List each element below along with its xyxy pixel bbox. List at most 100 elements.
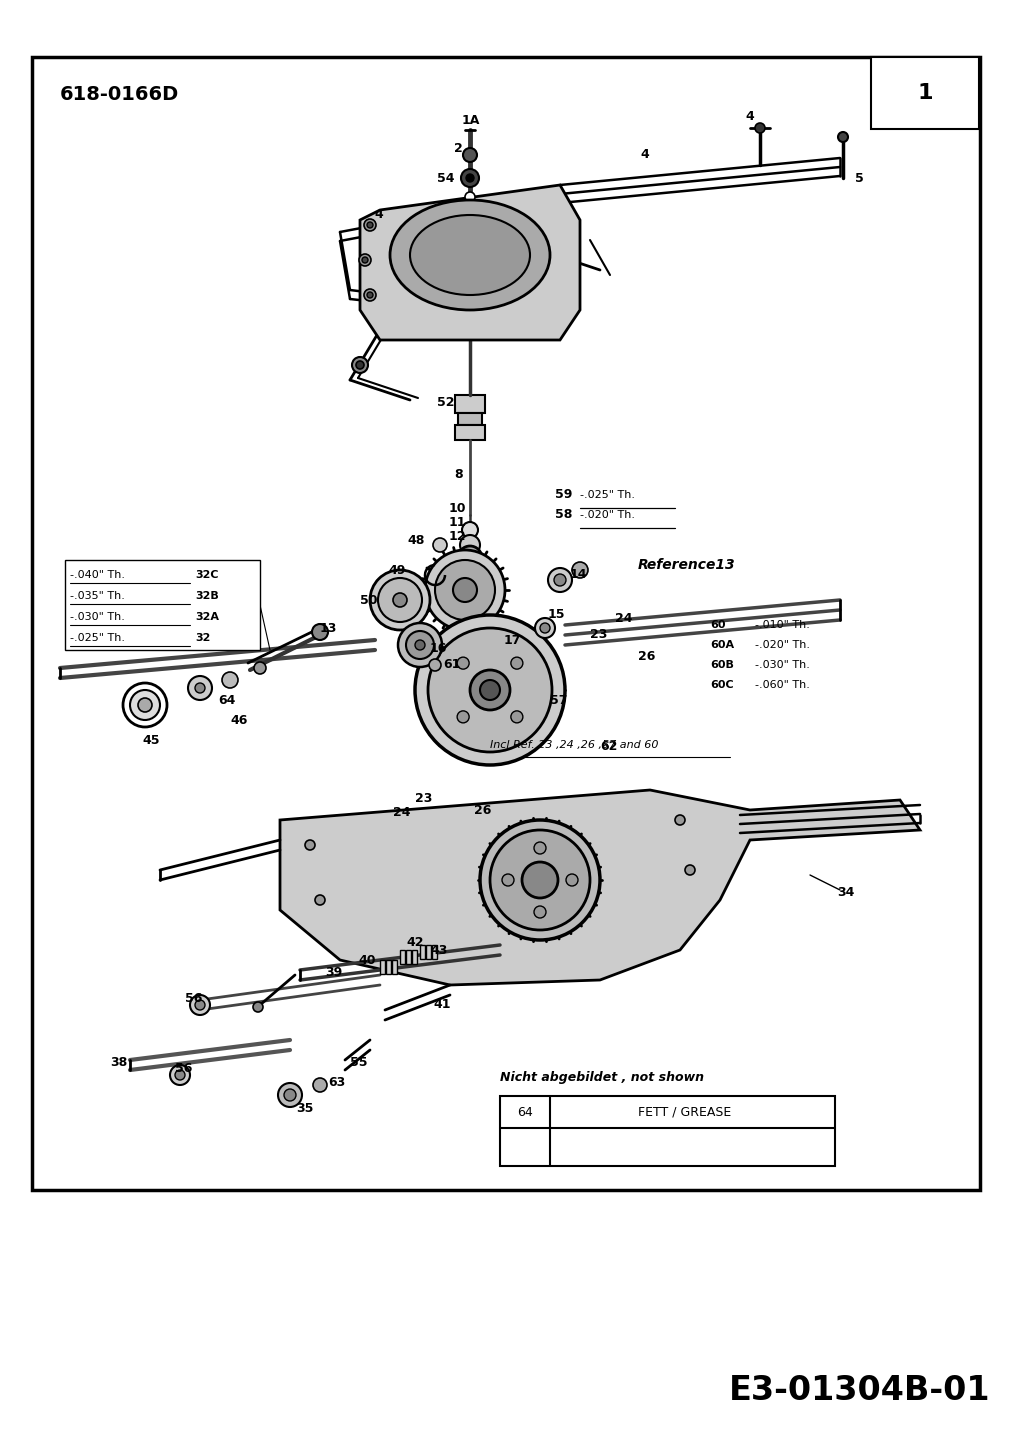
Circle shape: [370, 570, 430, 629]
Polygon shape: [280, 790, 920, 985]
Text: 41: 41: [433, 998, 451, 1011]
Text: 64: 64: [517, 1106, 533, 1119]
Circle shape: [548, 569, 572, 592]
Circle shape: [463, 148, 477, 162]
Bar: [432, 945, 437, 959]
Text: 60C: 60C: [710, 680, 734, 690]
Text: 17: 17: [504, 634, 521, 647]
Text: 24: 24: [393, 806, 411, 819]
Circle shape: [415, 640, 425, 650]
Text: 8: 8: [454, 469, 462, 482]
Text: 11: 11: [449, 515, 466, 528]
Text: -.040" Th.: -.040" Th.: [70, 570, 125, 580]
Text: 34: 34: [837, 887, 854, 900]
Circle shape: [572, 561, 588, 577]
Text: 46: 46: [230, 713, 248, 726]
Circle shape: [460, 535, 480, 556]
Circle shape: [511, 710, 523, 724]
Circle shape: [535, 618, 555, 638]
Bar: [392, 959, 397, 974]
Circle shape: [838, 132, 848, 142]
Circle shape: [367, 292, 373, 298]
Circle shape: [554, 574, 566, 586]
Polygon shape: [360, 185, 580, 340]
Bar: [455, 425, 485, 440]
Bar: [32, 56, 980, 1189]
Text: 64: 64: [218, 693, 235, 706]
Circle shape: [138, 697, 152, 712]
Ellipse shape: [390, 200, 550, 310]
Circle shape: [356, 360, 364, 369]
Text: 55: 55: [350, 1055, 367, 1068]
Bar: [406, 951, 411, 964]
Bar: [412, 951, 417, 964]
Text: 56: 56: [175, 1062, 192, 1075]
Circle shape: [393, 593, 407, 606]
Circle shape: [566, 874, 578, 886]
Text: 50: 50: [360, 593, 378, 606]
Bar: [499, 1095, 835, 1166]
Circle shape: [480, 820, 600, 941]
Text: -.025" Th.: -.025" Th.: [580, 491, 635, 501]
Text: FETT / GREASE: FETT / GREASE: [639, 1106, 732, 1119]
Text: 23: 23: [415, 792, 432, 805]
Text: 26: 26: [474, 803, 491, 816]
Circle shape: [490, 831, 590, 930]
Text: 618-0166D: 618-0166D: [60, 85, 180, 104]
Circle shape: [465, 192, 475, 203]
Circle shape: [429, 658, 441, 671]
Circle shape: [415, 615, 565, 765]
Circle shape: [352, 357, 368, 373]
Circle shape: [359, 255, 370, 266]
Text: -.035" Th.: -.035" Th.: [70, 590, 125, 601]
Text: 59: 59: [555, 489, 573, 502]
Circle shape: [457, 657, 470, 669]
Circle shape: [190, 996, 209, 1014]
Circle shape: [470, 670, 510, 710]
Text: 4: 4: [374, 208, 383, 221]
Text: 15: 15: [548, 608, 566, 621]
Circle shape: [284, 1090, 296, 1101]
Circle shape: [540, 624, 550, 632]
Text: 16: 16: [430, 641, 448, 654]
Text: 32B: 32B: [195, 590, 219, 601]
Text: Reference13: Reference13: [638, 559, 736, 572]
Circle shape: [364, 218, 376, 232]
Text: 63: 63: [328, 1075, 346, 1088]
Text: 62: 62: [600, 741, 617, 754]
Text: 42: 42: [406, 936, 423, 948]
Circle shape: [755, 123, 765, 133]
Circle shape: [480, 680, 499, 700]
Text: 12: 12: [449, 530, 466, 543]
Text: 24: 24: [615, 612, 633, 625]
Circle shape: [465, 553, 475, 563]
Circle shape: [188, 676, 212, 700]
Text: 39: 39: [325, 967, 343, 980]
Text: Incl.Ref. 23 ,24 ,26 ,57 and 60: Incl.Ref. 23 ,24 ,26 ,57 and 60: [490, 739, 658, 750]
Bar: [65, 560, 260, 650]
Text: -.020" Th.: -.020" Th.: [755, 640, 810, 650]
Bar: [455, 395, 485, 412]
Bar: [420, 945, 425, 959]
Circle shape: [398, 624, 442, 667]
Text: 32C: 32C: [195, 570, 219, 580]
Circle shape: [428, 628, 552, 752]
Text: -.020" Th.: -.020" Th.: [580, 509, 635, 519]
Text: 45: 45: [142, 734, 160, 747]
Text: 4: 4: [640, 149, 649, 162]
Circle shape: [502, 874, 514, 886]
Circle shape: [433, 538, 447, 551]
Circle shape: [511, 657, 523, 669]
Text: 60: 60: [710, 619, 725, 629]
Text: 14: 14: [570, 567, 587, 580]
Text: 49: 49: [388, 563, 406, 576]
Circle shape: [195, 683, 205, 693]
Text: 57: 57: [550, 693, 568, 706]
Circle shape: [425, 550, 505, 629]
Circle shape: [254, 661, 266, 674]
Circle shape: [362, 258, 368, 263]
Bar: [386, 959, 391, 974]
Circle shape: [675, 815, 685, 825]
Circle shape: [123, 683, 167, 726]
Circle shape: [315, 896, 325, 904]
